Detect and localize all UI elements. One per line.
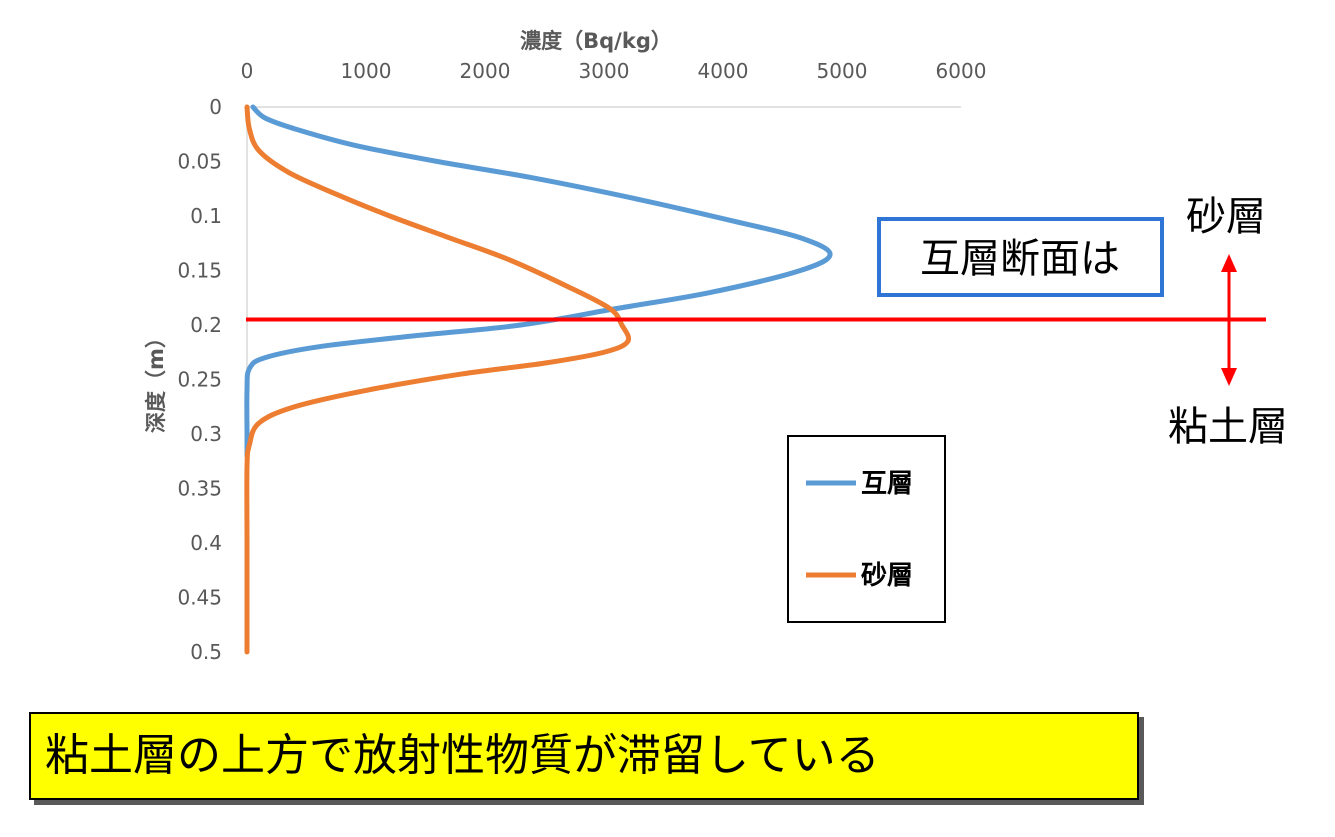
x-tick-label: 1000 <box>341 59 392 83</box>
legend-box <box>787 435 946 623</box>
series-layer <box>244 104 833 655</box>
x-tick-label: 0 <box>241 59 254 83</box>
conclusion-banner: 粘土層の上方で放射性物質が滞留している <box>29 712 1139 800</box>
y-tick-label: 0.4 <box>190 531 222 555</box>
y-tick-label: 0.25 <box>177 368 222 392</box>
x-tick-label: 6000 <box>936 59 987 83</box>
y-tick-label: 0.35 <box>177 477 222 501</box>
x-axis-ticks: 0 1000 2000 3000 4000 5000 6000 <box>241 59 987 83</box>
legend-label-series-1: 互層 <box>861 469 913 499</box>
x-axis-title: 濃度（Bq/kg） <box>520 29 672 53</box>
y-tick-label: 0.15 <box>177 259 222 283</box>
annotation-box-label: 互層断面は <box>920 236 1120 282</box>
x-tick-label: 4000 <box>698 59 749 83</box>
y-tick-label: 0.5 <box>190 640 222 664</box>
y-tick-label: 0.2 <box>190 313 222 337</box>
series-line-2 <box>244 104 632 655</box>
x-tick-label: 3000 <box>579 59 630 83</box>
x-tick-label: 2000 <box>460 59 511 83</box>
y-tick-label: 0.05 <box>177 150 222 174</box>
upper-layer-label: 砂層 <box>1186 194 1266 240</box>
lower-layer-label: 粘土層 <box>1168 404 1288 450</box>
y-axis-ticks: 0 0.05 0.1 0.15 0.2 0.25 0.3 0.35 0.4 0.45 0.5 <box>177 95 222 664</box>
legend-label-series-2: 砂層 <box>861 561 913 591</box>
y-tick-label: 0.1 <box>190 204 222 228</box>
legend: 互層 砂層 <box>787 435 946 623</box>
x-tick-label: 5000 <box>817 59 868 83</box>
y-axis-title: 深度（m） <box>144 327 168 433</box>
y-tick-label: 0.3 <box>190 422 222 446</box>
y-tick-label: 0 <box>209 95 222 119</box>
series-line-1 <box>244 104 833 459</box>
y-tick-label: 0.45 <box>177 586 222 610</box>
annotation-box <box>877 217 1164 297</box>
double-arrow-icon <box>1221 254 1237 386</box>
